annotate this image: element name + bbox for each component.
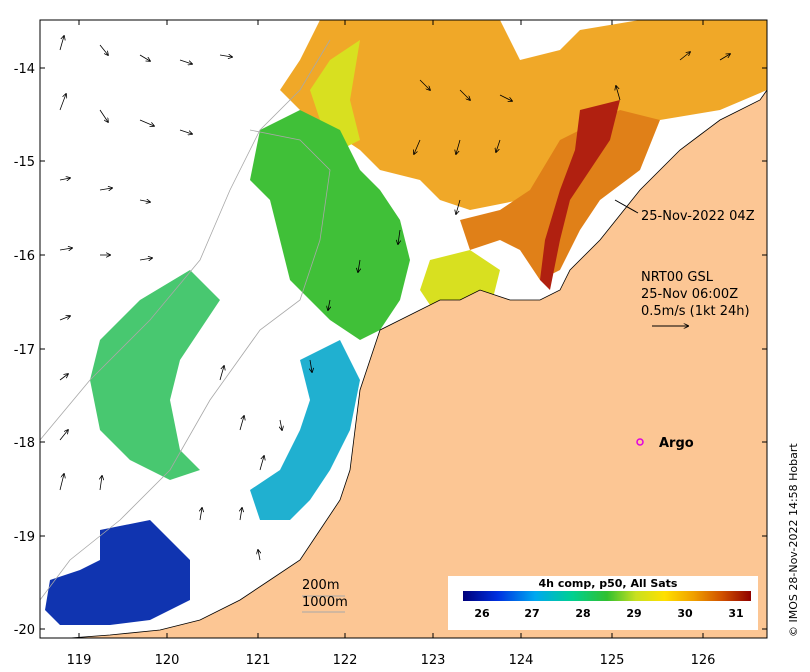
current-vector-arrow (59, 474, 64, 491)
x-tick-label: 122 (333, 653, 358, 668)
plot-frame (39, 19, 768, 639)
colorbar-tick: 30 (677, 607, 693, 620)
colorbar-tick: 27 (524, 607, 539, 620)
current-vector-arrow (59, 374, 68, 381)
current-vector-arrow (179, 59, 192, 64)
y-tick-label: -14 (14, 62, 35, 77)
y-axis-labels: -14 -15 -16 -17 -18 -19 -20 (14, 62, 35, 638)
current-vector-arrow (459, 89, 470, 100)
current-vector-arrow (139, 200, 150, 202)
current-vector-arrow (179, 129, 192, 134)
current-source-label: NRT00 GSL (641, 270, 714, 285)
sst-warm-north (280, 20, 767, 210)
colorbar-tick: 31 (728, 607, 743, 620)
current-vector-arrow (240, 508, 242, 521)
current-vector-arrow (456, 199, 461, 214)
isobath-200m (40, 129, 331, 601)
current-vector-arrow (139, 119, 154, 126)
current-vector-arrow (139, 258, 152, 260)
colorbar-title: 4h comp, p50, All Sats (539, 577, 678, 590)
current-vector-arrow (200, 508, 202, 521)
current-vector-arrow (398, 229, 400, 244)
tick-marks (40, 20, 767, 638)
current-vector-arrow (59, 430, 68, 441)
current-vector-arrow (99, 188, 112, 190)
sst-layer (45, 20, 767, 625)
current-vector-arrow (328, 299, 330, 310)
current-vector-arrow (99, 109, 108, 122)
x-tick-label: 121 (246, 653, 271, 668)
current-vector-arrow (616, 86, 621, 101)
colorbar-tick: 29 (626, 607, 641, 620)
current-vector-arrow (456, 139, 461, 154)
sst-green-central (250, 110, 410, 340)
x-tick-label: 124 (509, 653, 534, 668)
current-vector-arrow (358, 259, 360, 272)
current-vector-arrow (258, 550, 260, 561)
colorbar: 4h comp, p50, All Sats 26 27 28 29 30 31 (448, 576, 758, 630)
sst-hot-coast (540, 100, 620, 290)
current-vector-arrow (419, 79, 430, 90)
sst-yellow-band (310, 40, 500, 330)
current-vector-arrow (219, 366, 224, 381)
isobath-200m-label: 200m (302, 578, 339, 593)
current-vector-arrow (259, 456, 264, 471)
argo-label: Argo (659, 436, 694, 451)
current-vector-arrow (239, 416, 244, 431)
current-vector-arrow (100, 476, 102, 491)
isobaths (40, 39, 331, 601)
current-vector-arrow (310, 359, 312, 372)
current-vector-arrow (59, 316, 70, 321)
current-vector-arrow (219, 55, 232, 57)
argo-float-marker (636, 438, 644, 446)
current-vectors (59, 36, 730, 561)
colorbar-tick: 26 (474, 607, 490, 620)
y-tick-label: -18 (14, 436, 35, 451)
x-tick-label: 125 (600, 653, 625, 668)
current-vector-arrow (679, 52, 690, 61)
colorbar-scale (463, 591, 751, 601)
timestamp-label: 25-Nov-2022 04Z (641, 209, 755, 224)
sst-cold-southwest (45, 520, 190, 625)
current-vector-arrow (719, 54, 730, 61)
sst-cyan-south (250, 340, 360, 520)
current-vector-arrow (280, 419, 282, 430)
current-vector-arrow (139, 54, 150, 61)
y-tick-label: -17 (14, 343, 35, 358)
colorbar-background (448, 576, 758, 630)
x-tick-label: 126 (691, 653, 716, 668)
isobath-1000m (40, 39, 331, 441)
map-area (40, 20, 767, 638)
current-vector-arrow (99, 44, 108, 55)
current-vector-arrow (496, 139, 501, 152)
x-axis-labels: 119 120 121 122 123 124 125 126 (67, 653, 716, 668)
y-tick-label: -15 (14, 155, 35, 170)
current-vector-arrow (59, 94, 66, 111)
current-time-label: 25-Nov 06:00Z (641, 287, 738, 302)
timestamp-pointer (614, 199, 639, 214)
isobath-1000m-label: 1000m (302, 595, 348, 610)
land-australia (69, 89, 767, 638)
colorbar-tick: 28 (575, 607, 590, 620)
x-tick-label: 123 (421, 653, 446, 668)
current-vector-arrow (59, 248, 72, 250)
y-tick-label: -20 (14, 623, 35, 638)
credit-text: © IMOS 28-Nov-2022 14:58 Hobart (787, 443, 800, 637)
current-vector-arrow (499, 94, 512, 101)
y-tick-label: -16 (14, 249, 35, 264)
current-vector-arrow (414, 139, 421, 154)
y-tick-label: -19 (14, 530, 35, 545)
current-scale-label: 0.5m/s (1kt 24h) (641, 304, 750, 319)
current-vector-arrow (59, 36, 64, 51)
x-tick-label: 120 (155, 653, 180, 668)
x-tick-label: 119 (67, 653, 92, 668)
current-vector-arrow (59, 178, 70, 180)
sst-green-west (90, 270, 220, 480)
